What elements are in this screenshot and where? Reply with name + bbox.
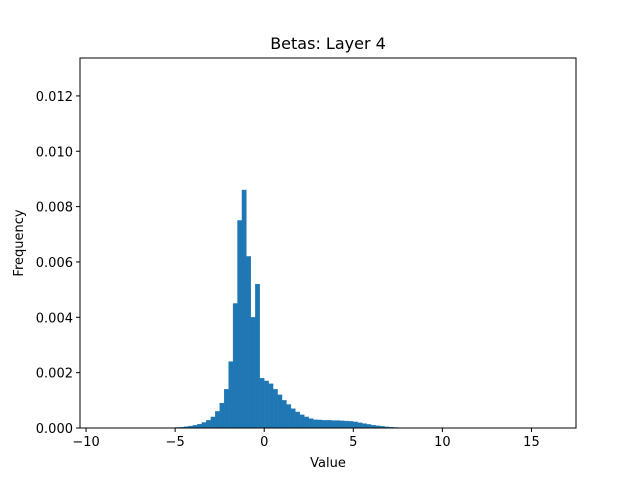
x-tick-label: 10 — [434, 435, 451, 450]
x-tick-label: 0 — [260, 435, 268, 450]
bar — [344, 420, 349, 429]
bar — [228, 361, 234, 429]
bar — [264, 380, 269, 429]
bar — [232, 303, 238, 429]
x-tick-label: 15 — [523, 435, 540, 450]
bar — [219, 402, 225, 429]
bar — [255, 283, 260, 429]
bar — [308, 418, 314, 429]
bar — [223, 389, 229, 429]
y-tick-label: 0.000 — [36, 422, 73, 437]
bar — [304, 416, 309, 429]
bar — [313, 419, 318, 429]
bar — [317, 419, 323, 429]
y-tick-label: 0.012 — [36, 90, 73, 105]
x-tick-label: −5 — [166, 435, 185, 450]
bar — [321, 420, 327, 429]
bar — [335, 420, 341, 429]
bar — [326, 420, 332, 429]
bar — [259, 378, 265, 429]
bar — [281, 400, 287, 429]
bar — [277, 394, 283, 429]
x-tick-label: −10 — [72, 435, 99, 450]
bar — [286, 404, 292, 429]
bar — [348, 421, 354, 429]
bar — [206, 420, 211, 429]
bar — [237, 220, 243, 429]
bar — [330, 420, 336, 429]
y-axis-label: Frequency — [12, 209, 27, 276]
bar — [210, 416, 216, 429]
bar — [362, 423, 367, 429]
bar — [246, 256, 252, 429]
bar — [197, 423, 203, 429]
bar — [339, 420, 345, 429]
bar — [250, 317, 256, 429]
x-tick-label: 5 — [349, 435, 357, 450]
bar — [272, 389, 278, 429]
bar — [295, 411, 301, 429]
bar — [357, 422, 363, 429]
bar — [241, 189, 247, 429]
bar — [299, 414, 305, 429]
x-axis-label: Value — [310, 456, 346, 471]
bar — [353, 421, 358, 429]
bar — [290, 408, 296, 429]
y-tick-label: 0.002 — [36, 367, 73, 382]
y-tick-label: 0.010 — [36, 145, 73, 160]
bar — [366, 424, 372, 429]
plot-frame — [79, 57, 577, 429]
y-tick-label: 0.004 — [36, 311, 73, 326]
bar — [215, 411, 220, 429]
y-tick-label: 0.008 — [36, 201, 73, 216]
bar — [268, 383, 274, 429]
y-tick-label: 0.006 — [36, 256, 73, 271]
bar — [201, 422, 207, 429]
chart-title: Betas: Layer 4 — [270, 34, 386, 53]
